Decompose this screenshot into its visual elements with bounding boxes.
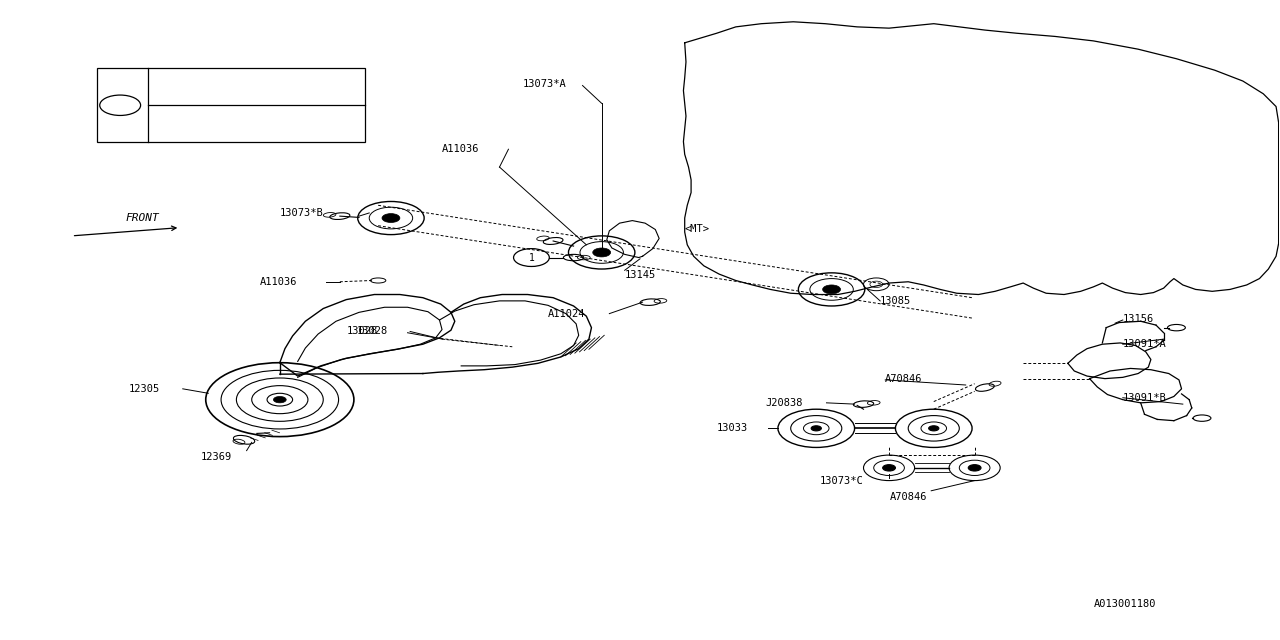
Circle shape — [593, 248, 611, 257]
Circle shape — [274, 396, 287, 403]
Text: A70846: A70846 — [890, 492, 927, 502]
Circle shape — [968, 465, 980, 471]
Text: 13028: 13028 — [346, 326, 378, 337]
Text: A11036: A11036 — [442, 144, 480, 154]
Text: 12369: 12369 — [201, 452, 232, 462]
Text: 13156: 13156 — [1123, 314, 1155, 324]
Text: 13145: 13145 — [625, 270, 655, 280]
Text: 13091*B: 13091*B — [1123, 393, 1166, 403]
Text: J20838: J20838 — [765, 398, 803, 408]
Text: <MT>: <MT> — [685, 224, 709, 234]
Text: 12305: 12305 — [129, 384, 160, 394]
Circle shape — [929, 426, 938, 431]
Text: 13073*C: 13073*C — [820, 476, 864, 486]
Text: A70846: A70846 — [886, 374, 923, 383]
Text: 1: 1 — [529, 253, 534, 262]
Text: 0104S (0610- ): 0104S (0610- ) — [155, 120, 242, 130]
Text: 13085: 13085 — [881, 296, 911, 306]
Text: 13033: 13033 — [717, 423, 748, 433]
Text: 13073*A: 13073*A — [522, 79, 566, 89]
Text: A11036: A11036 — [260, 276, 297, 287]
Text: A013001180: A013001180 — [1093, 598, 1156, 609]
Circle shape — [812, 426, 822, 431]
Circle shape — [381, 214, 399, 223]
Circle shape — [883, 465, 896, 471]
Text: 1: 1 — [118, 100, 123, 110]
Text: A7068(-0609): A7068(-0609) — [155, 81, 229, 90]
Bar — [97, 68, 365, 141]
Text: 13091*A: 13091*A — [1123, 339, 1166, 349]
Text: A11024: A11024 — [548, 308, 585, 319]
Text: 13028: 13028 — [356, 326, 388, 337]
Text: FRONT: FRONT — [125, 212, 159, 223]
Text: 13073*B: 13073*B — [280, 208, 324, 218]
Circle shape — [823, 285, 841, 294]
